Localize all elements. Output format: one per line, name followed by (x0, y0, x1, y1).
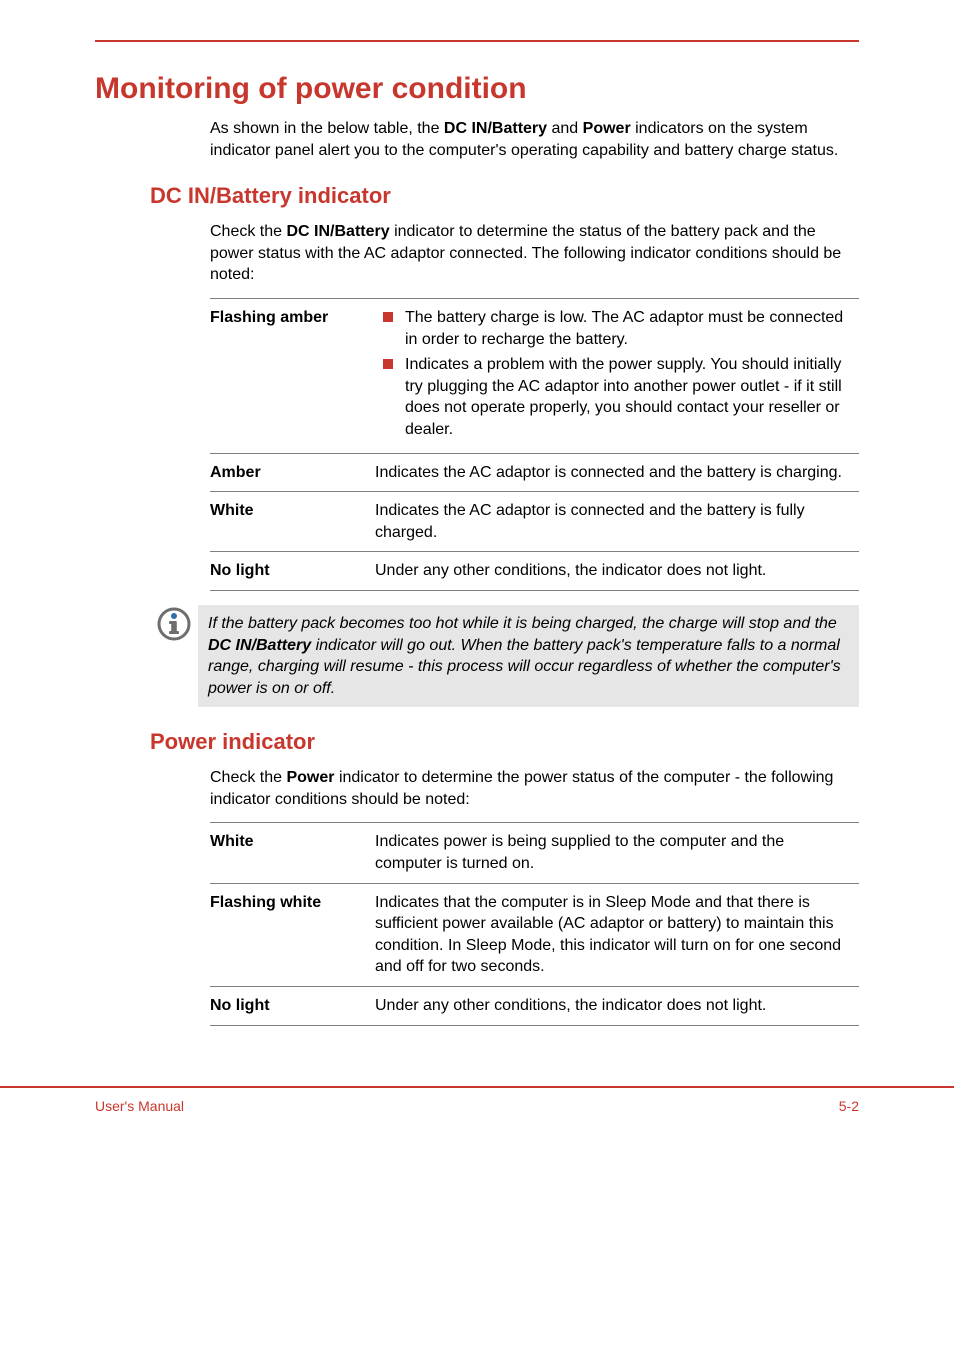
list-item: Indicates a problem with the power suppl… (375, 354, 853, 440)
table-row: Flashing amber The battery charge is low… (210, 298, 859, 453)
table-row: Amber Indicates the AC adaptor is connec… (210, 453, 859, 492)
page-body: Monitoring of power condition As shown i… (0, 0, 954, 1046)
row-label: Flashing amber (210, 298, 375, 453)
note-text: If the battery pack becomes too hot whil… (198, 605, 859, 707)
list-item: The battery charge is low. The AC adapto… (375, 307, 853, 350)
s2-lead-1: Check the (210, 769, 286, 786)
intro-bold-2: Power (583, 120, 631, 137)
note-text-1: If the battery pack becomes too hot whil… (208, 615, 837, 632)
section-heading-dc-in: DC IN/Battery indicator (150, 183, 859, 209)
section-heading-power: Power indicator (150, 729, 859, 755)
intro-paragraph: As shown in the below table, the DC IN/B… (210, 118, 859, 161)
table-row: White Indicates power is being supplied … (210, 823, 859, 883)
dc-in-table: Flashing amber The battery charge is low… (210, 298, 859, 591)
s1-lead-1: Check the (210, 223, 286, 240)
page-footer: User's Manual 5-2 (0, 1086, 954, 1144)
row-label: White (210, 823, 375, 883)
row-value: The battery charge is low. The AC adapto… (375, 298, 859, 453)
row-label: White (210, 492, 375, 552)
table-row: No light Under any other conditions, the… (210, 552, 859, 591)
row-value: Indicates the AC adaptor is connected an… (375, 492, 859, 552)
section2-lead: Check the Power indicator to determine t… (210, 767, 859, 810)
row-value: Under any other conditions, the indicato… (375, 552, 859, 591)
note-bold: DC IN/Battery (208, 637, 311, 654)
bullet-list: The battery charge is low. The AC adapto… (375, 307, 853, 441)
table-row: No light Under any other conditions, the… (210, 987, 859, 1026)
row-value: Indicates the AC adaptor is connected an… (375, 453, 859, 492)
power-table: White Indicates power is being supplied … (210, 822, 859, 1025)
table-row: Flashing white Indicates that the comput… (210, 883, 859, 986)
footer-left: User's Manual (95, 1098, 184, 1114)
info-icon (150, 605, 198, 641)
s2-lead-bold: Power (286, 769, 334, 786)
row-label: No light (210, 987, 375, 1026)
section1-lead: Check the DC IN/Battery indicator to det… (210, 221, 859, 286)
intro-bold-1: DC IN/Battery (444, 120, 547, 137)
row-label: Flashing white (210, 883, 375, 986)
footer-right: 5-2 (839, 1098, 859, 1114)
row-value: Under any other conditions, the indicato… (375, 987, 859, 1026)
top-rule (95, 40, 859, 42)
row-label: No light (210, 552, 375, 591)
row-label: Amber (210, 453, 375, 492)
intro-text-1: As shown in the below table, the (210, 120, 444, 137)
intro-text-2: and (547, 120, 583, 137)
page-heading: Monitoring of power condition (95, 72, 859, 106)
s1-lead-bold: DC IN/Battery (286, 223, 389, 240)
row-value: Indicates power is being supplied to the… (375, 823, 859, 883)
table-row: White Indicates the AC adaptor is connec… (210, 492, 859, 552)
row-value: Indicates that the computer is in Sleep … (375, 883, 859, 986)
note-box: If the battery pack becomes too hot whil… (150, 605, 859, 707)
